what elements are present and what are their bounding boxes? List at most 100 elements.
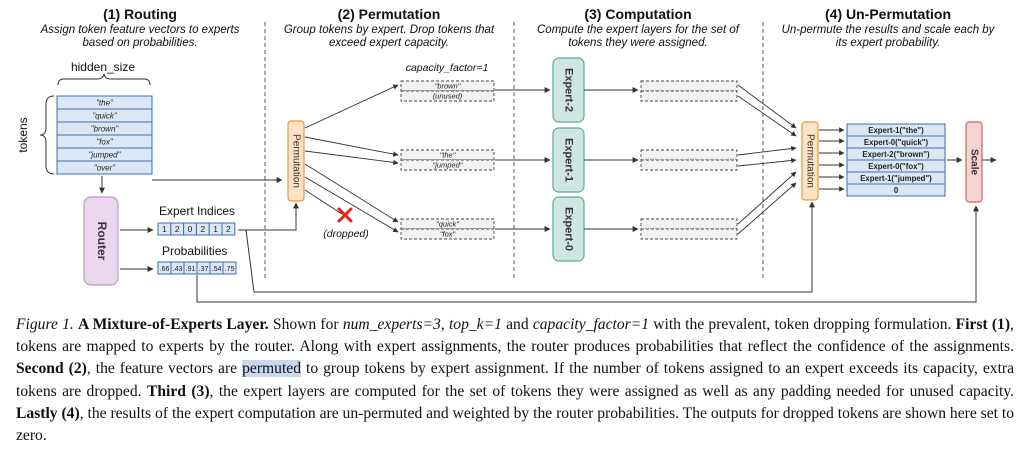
output-slot-cell: [640, 149, 738, 161]
header-permutation-title: (2) Permutation: [338, 6, 441, 22]
probability-value: .54: [212, 266, 222, 273]
output-text: Expert-1("the"): [868, 126, 924, 135]
slot-text: "fox": [440, 230, 456, 239]
caption-text: , the expert layers are computed for the…: [209, 382, 1014, 400]
hidden-size-label: hidden_size: [71, 60, 135, 74]
output-slot-cell: [640, 90, 738, 102]
expert-label: Expert-1: [563, 138, 575, 182]
slot-cell: [400, 149, 495, 161]
probability-value: .91: [186, 266, 196, 273]
expert-index-value: 0: [188, 224, 193, 234]
capacity-label: capacity_factor=1: [406, 62, 489, 74]
expert-index-value: 2: [200, 224, 205, 234]
figure-caption: Figure 1. A Mixture-of-Experts Layer. Sh…: [16, 314, 1014, 447]
caption-title: A Mixture-of-Experts Layer.: [77, 316, 269, 333]
probability-value: .66: [160, 266, 170, 273]
slot-text: "brown": [435, 82, 461, 91]
expert-index-value: 1: [162, 224, 167, 234]
output-slot-cell: [640, 80, 738, 92]
slot-text: "the": [440, 151, 456, 160]
header-computation-sub1: Compute the expert layers for the set of: [537, 24, 741, 36]
tokens-label: tokens: [16, 117, 30, 152]
probability-cell: [222, 261, 237, 275]
capacity-slots: "brown"(unused) "the""jumped" "quick""fox": [400, 80, 495, 240]
output-table: Expert-1("the") Expert-0("quick") Expert-2…: [846, 123, 946, 197]
slot-cell: [400, 159, 495, 171]
caption-var: capacity_factor=1: [532, 316, 650, 333]
caption-var: num_experts=3: [342, 316, 441, 333]
probability-value: .37: [199, 266, 209, 273]
caption-highlight: permuted: [242, 360, 301, 378]
token-text: "quick": [92, 112, 118, 121]
caption-step: First (1): [955, 316, 1011, 333]
expert-label: Expert-2: [563, 68, 575, 112]
router-label: Router: [95, 222, 109, 261]
hidden-size-bracket: [57, 73, 151, 86]
permutation-label: Permutation: [290, 134, 301, 188]
header-routing-sub2: based on probabilities.: [82, 37, 197, 49]
token-table: "the" "quick" "brown" "fox" "jumped" "over": [56, 95, 153, 175]
expert-index-cell: [221, 222, 236, 236]
caption-text: , the results of the expert computation …: [16, 404, 1015, 445]
slot-text: (unused): [433, 92, 463, 101]
header-permutation-sub1: Group tokens by expert. Drop tokens that: [284, 24, 495, 36]
unpermutation-box: [801, 121, 819, 201]
token-text: "over": [94, 164, 116, 173]
output-slot-cell: [640, 159, 738, 171]
header-computation-title: (3) Computation: [584, 6, 691, 22]
output-slot-cell: [640, 218, 738, 230]
caption-var: top_k=1: [448, 316, 502, 333]
expert-index-value: 2: [175, 224, 180, 234]
slot-cell: [400, 80, 495, 92]
header-permutation-sub2: exceed expert capacity.: [329, 37, 449, 49]
caption-text: , the feature vectors are: [86, 360, 238, 378]
caption-step: Lastly (4): [16, 404, 80, 422]
unpermutation-label: Permutation: [804, 134, 815, 188]
header-unpermutation-sub1: Un-permute the results and scale each by: [782, 24, 996, 36]
output-text: Expert-1("jumped"): [860, 174, 932, 183]
router-box: [83, 196, 119, 286]
caption-text: to group tokens by expert assignment. If…: [16, 360, 1015, 400]
output-text: Expert-0("fox"): [868, 162, 924, 171]
moe-figure: (1) Routing Assign token feature vectors…: [16, 6, 997, 303]
slot-cell: [400, 90, 495, 102]
output-text: Expert-0("quick"): [864, 138, 929, 147]
caption-text: with the prevalent, token dropping formu…: [653, 316, 952, 333]
probability-value: .43: [173, 266, 183, 273]
token-text: "brown": [91, 125, 120, 134]
token-text: "fox": [96, 138, 114, 147]
caption-step: Third (3): [146, 382, 210, 400]
slot-text: "quick": [436, 220, 459, 229]
header-unpermutation-title: (4) Un-Permutation: [825, 6, 951, 22]
token-text: "the": [96, 99, 114, 108]
expert-output-slots: [640, 80, 738, 240]
section-dividers: [264, 22, 764, 278]
header-routing-title: (1) Routing: [103, 6, 177, 22]
probabilities-row: .66.43.91.37.54.75: [157, 261, 237, 275]
output-row: [846, 183, 946, 197]
permutation-box: [287, 120, 305, 202]
scale-label: Scale: [968, 149, 979, 176]
output-slot-cell: [640, 228, 738, 240]
expert-index-value: 1: [213, 224, 218, 234]
dropped-label: (dropped): [323, 228, 369, 240]
header-unpermutation-sub2: its expert probability.: [836, 37, 941, 49]
expert-label: Expert-0: [563, 207, 575, 251]
token-text: "jumped": [89, 151, 122, 160]
expert-index-value: 2: [226, 224, 231, 234]
scale-box: [965, 121, 983, 203]
output-text: 0: [894, 186, 899, 195]
caption-text: , tokens are mapped to experts by the ro…: [16, 316, 1014, 356]
header-routing-sub1: Assign token feature vectors to experts: [40, 24, 240, 36]
caption-text: and: [506, 316, 529, 333]
slot-cell: [400, 218, 495, 230]
token-row: [56, 160, 153, 175]
slot-cell: [400, 228, 495, 240]
caption-text: Shown for: [272, 316, 339, 333]
caption-text: ,: [440, 316, 445, 333]
probability-value: .75: [225, 266, 235, 273]
experts-group: Expert-2 Expert-1 Expert-0: [552, 57, 585, 262]
output-text: Expert-2("brown"): [862, 150, 930, 159]
dropped-icon: [337, 207, 353, 223]
